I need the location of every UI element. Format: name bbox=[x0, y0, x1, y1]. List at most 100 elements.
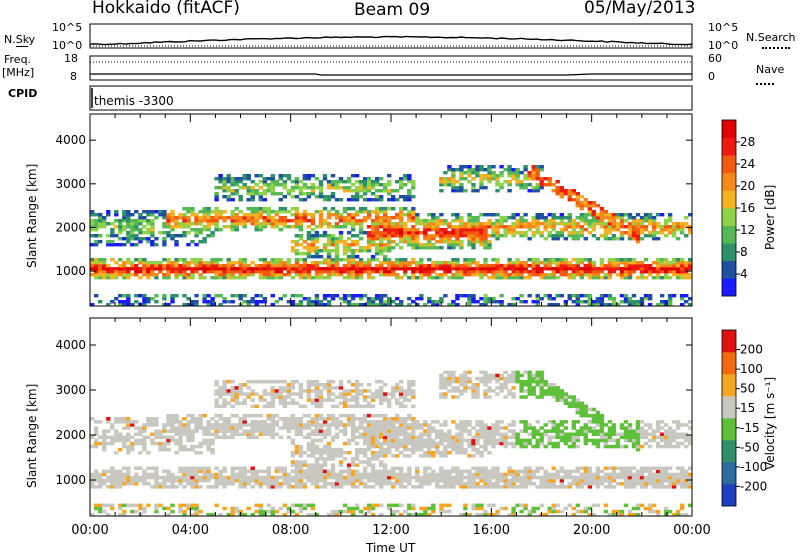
heatmap-cell bbox=[499, 183, 503, 186]
heatmap-cell bbox=[222, 405, 226, 409]
heatmap-cell bbox=[511, 174, 515, 177]
heatmap-cell bbox=[556, 222, 560, 225]
heatmap-cell bbox=[130, 510, 134, 514]
heatmap-cell bbox=[166, 479, 170, 483]
heatmap-cell bbox=[343, 249, 347, 252]
heatmap-cell bbox=[178, 426, 182, 430]
heatmap-cell bbox=[576, 273, 580, 276]
heatmap-cell bbox=[608, 261, 612, 264]
heatmap-cell bbox=[403, 213, 407, 216]
heatmap-cell bbox=[339, 380, 343, 384]
heatmap-cell bbox=[507, 276, 511, 279]
heatmap-cell bbox=[435, 276, 439, 279]
heatmap-cell bbox=[263, 267, 267, 270]
heatmap-cell bbox=[672, 225, 676, 228]
heatmap-cell bbox=[339, 476, 343, 480]
heatmap-cell bbox=[600, 210, 604, 213]
heatmap-cell bbox=[548, 276, 552, 279]
heatmap-cell bbox=[523, 426, 527, 430]
heatmap-cell bbox=[375, 267, 379, 270]
heatmap-cell bbox=[447, 470, 451, 474]
heatmap-cell bbox=[451, 371, 455, 375]
heatmap-cell bbox=[592, 216, 596, 219]
heatmap-cell bbox=[279, 183, 283, 186]
heatmap-cell bbox=[247, 186, 251, 189]
heatmap-cell bbox=[315, 479, 319, 483]
heatmap-cell bbox=[154, 504, 158, 508]
heatmap-cell bbox=[287, 219, 291, 222]
heatmap-cell bbox=[375, 231, 379, 234]
heatmap-cell bbox=[343, 246, 347, 249]
heatmap-cell bbox=[503, 276, 507, 279]
heatmap-cell bbox=[427, 479, 431, 483]
heatmap-cell bbox=[323, 234, 327, 237]
heatmap-cell bbox=[351, 429, 355, 433]
heatmap-cell bbox=[214, 276, 218, 279]
heatmap-cell bbox=[403, 454, 407, 458]
heatmap-cell bbox=[347, 414, 351, 418]
heatmap-cell bbox=[471, 392, 475, 396]
heatmap-cell bbox=[592, 261, 596, 264]
heatmap-cell bbox=[118, 219, 122, 222]
heatmap-cell bbox=[166, 436, 170, 440]
heatmap-cell bbox=[439, 374, 443, 378]
heatmap-cell bbox=[339, 420, 343, 424]
heatmap-cell bbox=[379, 389, 383, 393]
heatmap-cell bbox=[194, 234, 198, 237]
heatmap-cell bbox=[395, 297, 399, 300]
heatmap-cell bbox=[283, 504, 287, 508]
heatmap-cell bbox=[391, 436, 395, 440]
heatmap-cell bbox=[568, 219, 572, 222]
heatmap-cell bbox=[511, 380, 515, 384]
heatmap-cell bbox=[459, 380, 463, 384]
heatmap-cell bbox=[134, 234, 138, 237]
heatmap-cell bbox=[130, 264, 134, 267]
heatmap-cell bbox=[355, 192, 359, 195]
heatmap-cell bbox=[202, 476, 206, 480]
heatmap-cell bbox=[178, 264, 182, 267]
heatmap-cell bbox=[375, 243, 379, 246]
heatmap-cell bbox=[186, 433, 190, 437]
heatmap-cell bbox=[355, 463, 359, 467]
heatmap-cell bbox=[403, 195, 407, 198]
heatmap-cell bbox=[162, 237, 166, 240]
heatmap-cell bbox=[564, 270, 568, 273]
heatmap-cell bbox=[491, 267, 495, 270]
heatmap-cell bbox=[584, 273, 588, 276]
heatmap-cell bbox=[427, 264, 431, 267]
heatmap-cell bbox=[194, 504, 198, 508]
heatmap-cell bbox=[243, 267, 247, 270]
heatmap-cell bbox=[102, 482, 106, 486]
heatmap-cell bbox=[576, 201, 580, 204]
heatmap-cell bbox=[403, 479, 407, 483]
heatmap-cell bbox=[198, 228, 202, 231]
heatmap-cell bbox=[162, 210, 166, 213]
heatmap-cell bbox=[210, 423, 214, 427]
heatmap-cell bbox=[222, 467, 226, 471]
heatmap-cell bbox=[251, 222, 255, 225]
heatmap-cell bbox=[499, 225, 503, 228]
heatmap-cell bbox=[335, 417, 339, 421]
heatmap-cell bbox=[351, 195, 355, 198]
heatmap-cell bbox=[467, 168, 471, 171]
heatmap-cell bbox=[247, 189, 251, 192]
heatmap-cell bbox=[515, 183, 519, 186]
heatmap-cell bbox=[311, 246, 315, 249]
heatmap-cell bbox=[214, 216, 218, 219]
heatmap-cell bbox=[588, 222, 592, 225]
heatmap-cell bbox=[383, 234, 387, 237]
heatmap-cell bbox=[194, 213, 198, 216]
heatmap-cell bbox=[648, 273, 652, 276]
heatmap-cell bbox=[467, 258, 471, 261]
heatmap-cell bbox=[186, 470, 190, 474]
heatmap-cell bbox=[463, 420, 467, 424]
heatmap-cell bbox=[431, 222, 435, 225]
heatmap-cell bbox=[479, 445, 483, 449]
heatmap-cell bbox=[580, 225, 584, 228]
heatmap-cell bbox=[407, 243, 411, 246]
heatmap-cell bbox=[247, 207, 251, 210]
heatmap-cell bbox=[383, 258, 387, 261]
heatmap-cell bbox=[435, 222, 439, 225]
heatmap-cell bbox=[507, 183, 511, 186]
heatmap-cell bbox=[399, 473, 403, 477]
